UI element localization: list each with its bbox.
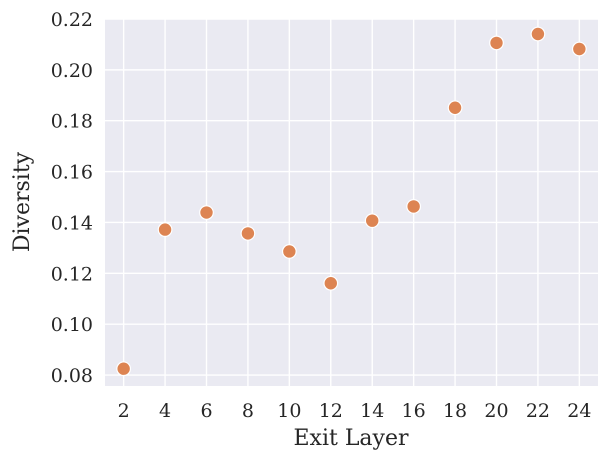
x-tick-label: 16 [402,400,426,422]
y-axis-label: Diversity [10,151,35,252]
y-tick-label: 0.22 [51,9,93,31]
data-point [199,205,214,220]
y-tick-label: 0.16 [51,162,93,184]
y-tick-label: 0.20 [51,60,93,82]
data-point [406,199,422,214]
data-points [116,26,587,377]
y-tick-label: 0.18 [51,111,93,133]
y-tick-label: 0.10 [51,314,93,336]
x-tick-label: 8 [242,400,254,422]
data-point [281,244,297,259]
x-tick-label: 12 [319,400,343,422]
x-tick-label: 4 [159,400,171,422]
data-point [116,361,132,377]
y-tick-label: 0.14 [51,212,93,234]
grid-lines [105,18,598,386]
y-tick-labels: 0.08 0.10 0.12 0.14 0.16 0.18 0.20 0.22 [51,9,93,387]
data-point [240,226,256,241]
x-axis-label: Exit Layer [293,426,409,451]
data-point [489,35,504,51]
x-tick-label: 6 [200,400,212,422]
plot-background [105,19,598,386]
data-point [323,275,339,291]
x-tick-label: 14 [360,400,384,422]
x-tick-label: 18 [443,400,467,422]
x-tick-label: 2 [118,400,130,422]
x-tick-label: 24 [567,400,591,422]
data-point [364,213,380,229]
y-tick-label: 0.08 [51,365,93,387]
y-tick-label: 0.12 [51,263,93,285]
x-tick-label: 22 [526,400,550,422]
x-tick-label: 20 [484,400,508,422]
data-point [157,222,173,237]
x-tick-labels: 2 4 6 8 10 12 14 16 18 20 22 24 [118,400,592,422]
x-tick-label: 10 [277,400,301,422]
data-point [447,100,463,116]
data-point [530,26,546,42]
data-point [571,41,587,57]
